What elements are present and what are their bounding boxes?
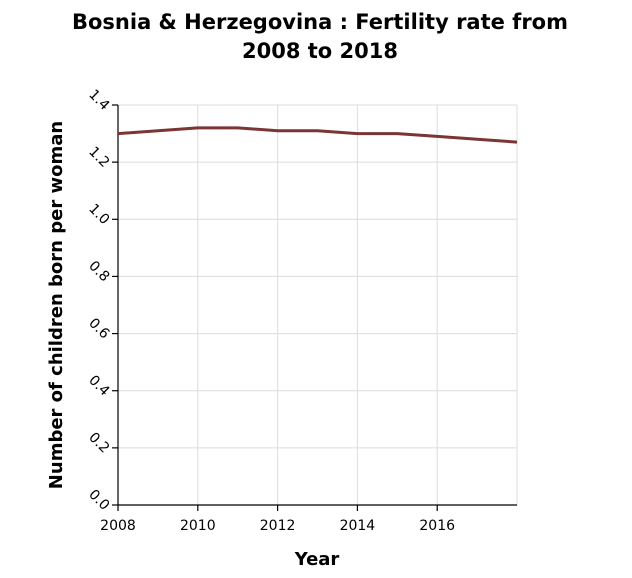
fertility-rate-line — [117, 126, 518, 144]
x-axis-label: Year — [294, 549, 340, 570]
x-tick-label: 2010 — [180, 518, 216, 534]
x-tick-label: 2016 — [419, 518, 455, 534]
y-tick-label: 1.2 — [85, 144, 112, 171]
y-tick-label: 0.4 — [85, 372, 112, 399]
y-tick-label: 0.6 — [85, 315, 112, 342]
y-tick-label: 0.0 — [85, 487, 112, 514]
chart-title-line-2: 2008 to 2018 — [242, 39, 398, 63]
x-tick-labels: 2008 2010 2012 2014 2016 — [100, 518, 455, 534]
y-tick-label: 1.0 — [85, 201, 112, 228]
axes — [112, 104, 517, 511]
chart-title-line-1: Bosnia & Herzegovina : Fertility rate fr… — [72, 10, 568, 34]
x-tick-label: 2014 — [340, 518, 376, 534]
y-tick-label: 1.4 — [85, 87, 112, 114]
y-tick-labels: 0.0 0.2 0.4 0.6 0.8 1.0 1.2 1.4 — [85, 87, 112, 514]
y-axis-label: Number of children born per woman — [46, 121, 67, 489]
x-tick-label: 2008 — [100, 518, 136, 534]
grid-lines — [118, 104, 518, 505]
chart-title: Bosnia & Herzegovina : Fertility rate fr… — [72, 10, 568, 63]
y-tick-label: 0.2 — [85, 429, 112, 456]
x-tick-label: 2012 — [260, 518, 296, 534]
y-tick-label: 0.8 — [85, 258, 112, 285]
series-layer — [117, 126, 518, 144]
